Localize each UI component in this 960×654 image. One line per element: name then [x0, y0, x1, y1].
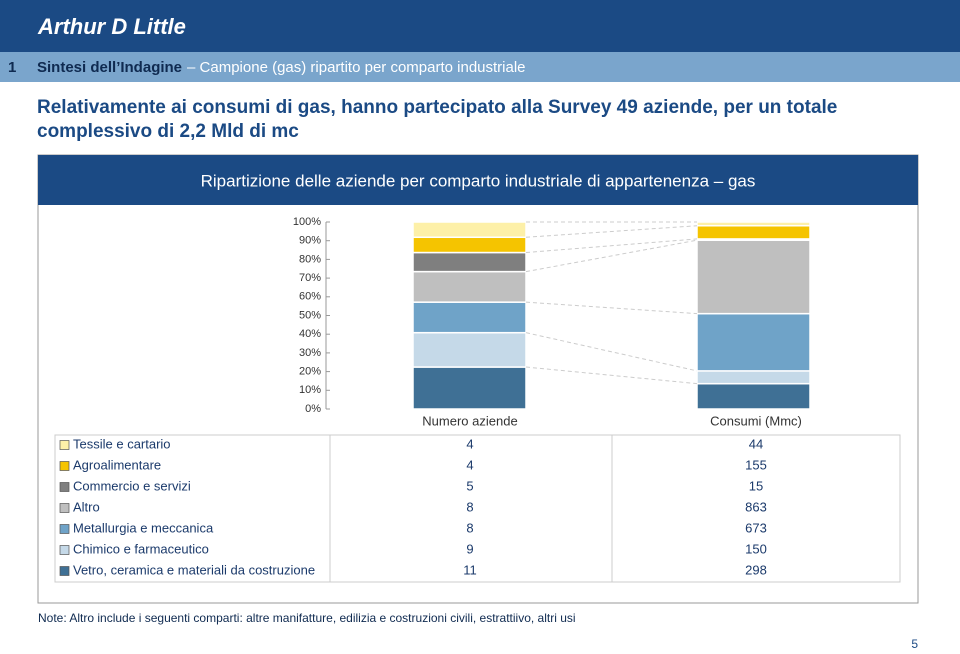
y-tick-label: 50%	[299, 309, 321, 321]
table-value: 4	[466, 457, 473, 472]
connector-line	[525, 225, 698, 238]
chart-title-bar	[38, 155, 918, 205]
legend-swatch	[59, 461, 70, 471]
section-line: Sintesi dell’Indagine – Campione (gas) ri…	[37, 59, 526, 76]
y-tick-label: 10%	[299, 384, 321, 396]
table-value: 4	[466, 436, 473, 451]
y-tick-label: 100%	[293, 216, 321, 228]
y-tick-label: 80%	[299, 253, 321, 265]
section-subtitle: – Campione (gas) ripartito per comparto …	[187, 59, 526, 76]
legend-swatch	[59, 545, 70, 555]
y-tick-label: 40%	[299, 328, 321, 340]
bar-segment	[696, 239, 811, 315]
table-value: 155	[745, 457, 767, 472]
section-bar	[0, 52, 960, 82]
legend-label: Altro	[73, 499, 100, 514]
table-value: 673	[745, 520, 767, 535]
y-tick-label: 30%	[299, 347, 321, 359]
bar-segment	[412, 221, 527, 239]
page-number: 5	[911, 637, 918, 651]
connector-line	[525, 332, 698, 372]
x-tick-label: Consumi (Mmc)	[710, 413, 802, 428]
legend-swatch	[59, 503, 70, 513]
section-number: 1	[8, 59, 16, 76]
table-value: 44	[749, 436, 763, 451]
y-tick-label: 0%	[305, 403, 321, 415]
legend-label: Commercio e servizi	[73, 478, 191, 493]
connector-line	[525, 301, 698, 315]
table-value: 15	[749, 478, 763, 493]
table-value: 863	[745, 499, 767, 514]
table-value: 11	[463, 562, 477, 577]
table-value: 8	[466, 520, 473, 535]
bar-segment	[696, 370, 811, 385]
legend-swatch	[59, 482, 70, 492]
bar-segment	[412, 270, 527, 303]
bar-segment	[412, 236, 527, 254]
legend-label: Metallurgia e meccanica	[73, 520, 214, 535]
legend-label: Vetro, ceramica e materiali da costruzio…	[73, 562, 315, 577]
connector-line	[525, 366, 698, 385]
bar-segment	[412, 366, 527, 410]
connector-line	[525, 238, 698, 254]
x-tick-label: Numero aziende	[422, 413, 517, 428]
y-tick-label: 60%	[299, 291, 321, 303]
table-value: 298	[745, 562, 767, 577]
y-tick-label: 90%	[299, 235, 321, 247]
legend-label: Agroalimentare	[73, 457, 161, 472]
chart-title: Ripartizione delle aziende per comparto …	[201, 171, 756, 190]
legend-label: Chimico e farmaceutico	[73, 541, 209, 556]
headline: Relativamente ai consumi di gas, hanno p…	[37, 97, 838, 142]
bar-segment	[412, 301, 527, 334]
table-value: 9	[466, 541, 473, 556]
bar-segment	[412, 331, 527, 368]
table-value: 8	[466, 499, 473, 514]
footnote: Note: Altro include i seguenti comparti:…	[38, 611, 576, 625]
bar-segment	[696, 312, 811, 372]
legend-swatch	[59, 524, 70, 534]
section-title: Sintesi dell’Indagine	[37, 59, 182, 76]
bar-segment	[696, 221, 811, 227]
bar-segment	[696, 382, 811, 410]
logo: Arthur D Little	[37, 14, 186, 39]
connector-line	[525, 239, 698, 273]
table-value: 150	[745, 541, 767, 556]
bar-segment	[696, 224, 811, 240]
legend-swatch	[59, 440, 70, 450]
bar-segment	[412, 251, 527, 273]
legend-swatch	[59, 566, 70, 576]
table-border	[54, 434, 901, 583]
y-tick-label: 70%	[299, 272, 321, 284]
header-bar	[0, 0, 960, 52]
table-value: 5	[466, 478, 473, 493]
y-tick-label: 20%	[299, 366, 321, 378]
legend-label: Tessile e cartario	[73, 436, 171, 451]
